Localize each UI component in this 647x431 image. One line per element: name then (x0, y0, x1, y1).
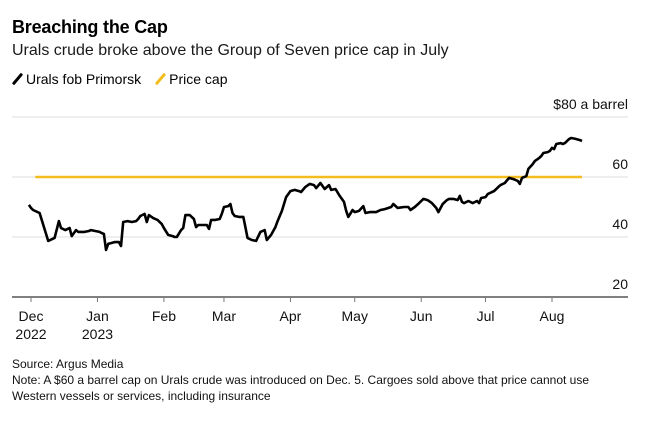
legend: Urals fob Primorsk Price cap (11, 71, 242, 87)
y-tick-label-80: $80 a barrel (553, 96, 628, 112)
x-tick-label-feb: Feb (152, 308, 176, 324)
x-tick-label-jun: Jun (410, 308, 433, 324)
series-urals-fob-primorsk (27, 136, 583, 252)
y-tick-labels: 20 40 60 $80 a barrel (553, 96, 628, 292)
y-tick-label-20: 20 (612, 276, 628, 292)
y-tick-label-60: 60 (612, 156, 628, 172)
x-tick-label-mar: Mar (212, 308, 236, 324)
source-note: Source: Argus Media (12, 357, 124, 371)
x-tick-label-apr: Apr (280, 308, 302, 324)
legend-label-price-cap: Price cap (169, 71, 228, 87)
chart-title: Breaching the Cap (12, 17, 168, 37)
x-tick-sublabel-2022: 2022 (15, 326, 46, 342)
footer: Source: Argus Media Note: A $60 a barrel… (12, 356, 632, 404)
series-lines (27, 136, 583, 252)
x-tick-label-aug: Aug (540, 308, 565, 324)
chart-subtitle: Urals crude broke above the Group of Sev… (12, 42, 449, 59)
x-tick-label-jul: Jul (477, 308, 495, 324)
legend-label-urals: Urals fob Primorsk (26, 71, 142, 87)
legend-item-urals: Urals fob Primorsk (11, 71, 142, 87)
legend-item-price-cap: Price cap (154, 71, 228, 87)
x-tick-label-jan: Jan (86, 308, 109, 324)
x-axis: Dec 2022 Jan 2023 Feb Mar Apr May Jun Jul Aug (12, 296, 628, 342)
x-tick-label-may: May (342, 308, 368, 324)
footnote: Note: A $60 a barrel cap on Urals crude … (12, 373, 590, 403)
x-tick-label-dec: Dec (19, 308, 44, 324)
x-tick-sublabel-2023: 2023 (82, 326, 113, 342)
y-tick-label-40: 40 (612, 216, 628, 232)
